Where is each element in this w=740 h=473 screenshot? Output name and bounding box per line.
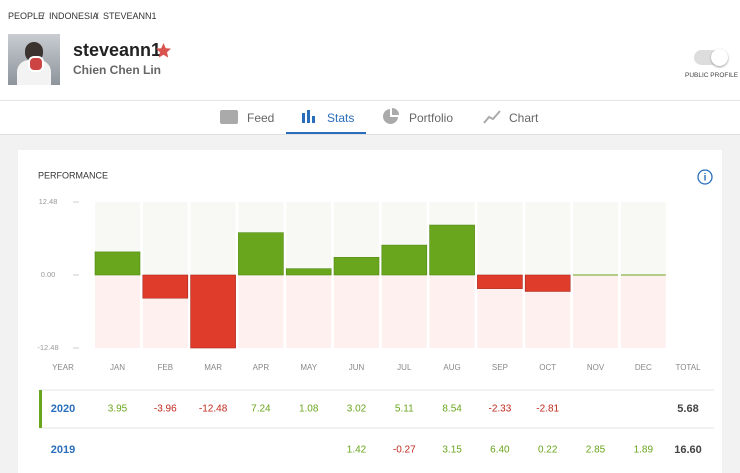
tab-active[interactable]: Stats bbox=[327, 111, 355, 125]
table-cell: 2.85 bbox=[586, 445, 606, 456]
x-tick-label: DEC bbox=[635, 363, 652, 372]
separator: / bbox=[96, 11, 99, 21]
table-cell: 6.40 bbox=[490, 445, 510, 456]
star-icon[interactable] bbox=[155, 42, 172, 59]
column-bg-top bbox=[525, 202, 571, 275]
table-cell: 1.08 bbox=[299, 404, 319, 415]
breadcrumb: STEVEANN1 bbox=[103, 11, 157, 21]
bar bbox=[94, 251, 141, 276]
bar bbox=[477, 274, 523, 289]
info-glyph: i bbox=[704, 173, 707, 184]
x-tick-label: JAN bbox=[110, 363, 125, 372]
column-bg-top bbox=[190, 202, 236, 275]
tab-underline bbox=[286, 132, 366, 134]
full-name: Chien Chen Lin bbox=[73, 63, 161, 77]
y-tick-label: -12.48 bbox=[37, 343, 58, 352]
table-cell: -12.48 bbox=[199, 404, 228, 415]
profile-header: PEOPLE / INDONESIA / STEVEANN1 steveann1… bbox=[0, 0, 740, 100]
row-highlight bbox=[39, 390, 42, 428]
bar bbox=[238, 232, 284, 276]
table-cell: 7.24 bbox=[251, 404, 271, 415]
x-tick-label: JUL bbox=[397, 363, 412, 372]
table-cell: 1.89 bbox=[634, 445, 654, 456]
breadcrumb[interactable]: INDONESIA bbox=[49, 11, 99, 21]
bar bbox=[429, 224, 475, 276]
tab[interactable]: Portfolio bbox=[409, 111, 454, 125]
x-tick-label: APR bbox=[253, 363, 270, 372]
chart-title: PERFORMANCE bbox=[38, 170, 108, 180]
table-cell: -2.81 bbox=[536, 404, 559, 415]
x-tick-label: NOV bbox=[587, 363, 605, 372]
x-tick-label: OCT bbox=[539, 363, 556, 372]
table-cell: 3.95 bbox=[108, 404, 128, 415]
bar bbox=[285, 268, 332, 276]
username: steveann1 bbox=[73, 40, 162, 60]
tab-bar: Feed Stats Portfolio Chart bbox=[0, 100, 740, 135]
column-bg-top bbox=[573, 202, 618, 275]
column-header: TOTAL bbox=[675, 363, 701, 372]
stats-icon bbox=[302, 110, 315, 123]
table-cell: 1.42 bbox=[347, 445, 367, 456]
column-bg-top bbox=[620, 202, 666, 275]
column-bg-bottom bbox=[429, 275, 475, 348]
table-cell: 8.54 bbox=[442, 404, 462, 415]
year-label: 2020 bbox=[51, 403, 75, 415]
bar bbox=[381, 244, 428, 276]
column-bg-bottom bbox=[381, 275, 427, 348]
feed-icon bbox=[220, 110, 238, 124]
column-bg-top bbox=[142, 202, 188, 275]
year-label: 2019 bbox=[51, 444, 75, 456]
x-tick-label: AUG bbox=[443, 363, 460, 372]
x-tick-label: MAY bbox=[300, 363, 317, 372]
table-cell: -3.96 bbox=[154, 404, 177, 415]
column-bg-bottom bbox=[573, 275, 618, 348]
bar bbox=[333, 257, 380, 276]
separator: / bbox=[42, 11, 45, 21]
table-cell: 3.02 bbox=[347, 404, 367, 415]
info-icon[interactable] bbox=[697, 169, 713, 185]
toggle[interactable] bbox=[694, 49, 728, 66]
y-tick-label: 0.00 bbox=[41, 270, 56, 279]
column-bg-bottom bbox=[238, 275, 284, 348]
column-header: YEAR bbox=[52, 363, 74, 372]
table-cell: -2.33 bbox=[489, 404, 512, 415]
table-cell: 5.11 bbox=[395, 404, 414, 415]
table-cell: 0.22 bbox=[538, 445, 558, 456]
toggle-label: PUBLIC PROFILE bbox=[685, 72, 739, 79]
bar bbox=[524, 274, 571, 292]
row-total: 16.60 bbox=[674, 444, 702, 456]
tab[interactable]: Chart bbox=[509, 111, 539, 125]
avatar bbox=[8, 34, 60, 85]
breadcrumb[interactable]: PEOPLE bbox=[8, 11, 45, 21]
table-cell: 3.15 bbox=[442, 445, 462, 456]
bar bbox=[190, 274, 236, 349]
column-bg-top bbox=[477, 202, 523, 275]
x-tick-label: JUN bbox=[349, 363, 365, 372]
portfolio-icon bbox=[383, 108, 399, 124]
row-total: 5.68 bbox=[677, 403, 698, 415]
x-tick-label: SEP bbox=[492, 363, 508, 372]
x-tick-label: MAR bbox=[204, 363, 222, 372]
column-bg-bottom bbox=[334, 275, 379, 348]
column-bg-top bbox=[286, 202, 332, 275]
tab[interactable]: Feed bbox=[247, 111, 275, 125]
x-tick-label: FEB bbox=[158, 363, 174, 372]
table-cell: -0.27 bbox=[393, 445, 416, 456]
chart-icon bbox=[483, 110, 501, 124]
column-bg-bottom bbox=[95, 275, 140, 348]
column-bg-bottom bbox=[286, 275, 332, 348]
column-bg-bottom bbox=[620, 275, 666, 348]
bar bbox=[142, 274, 189, 299]
y-tick-label: 12.48 bbox=[39, 197, 58, 206]
